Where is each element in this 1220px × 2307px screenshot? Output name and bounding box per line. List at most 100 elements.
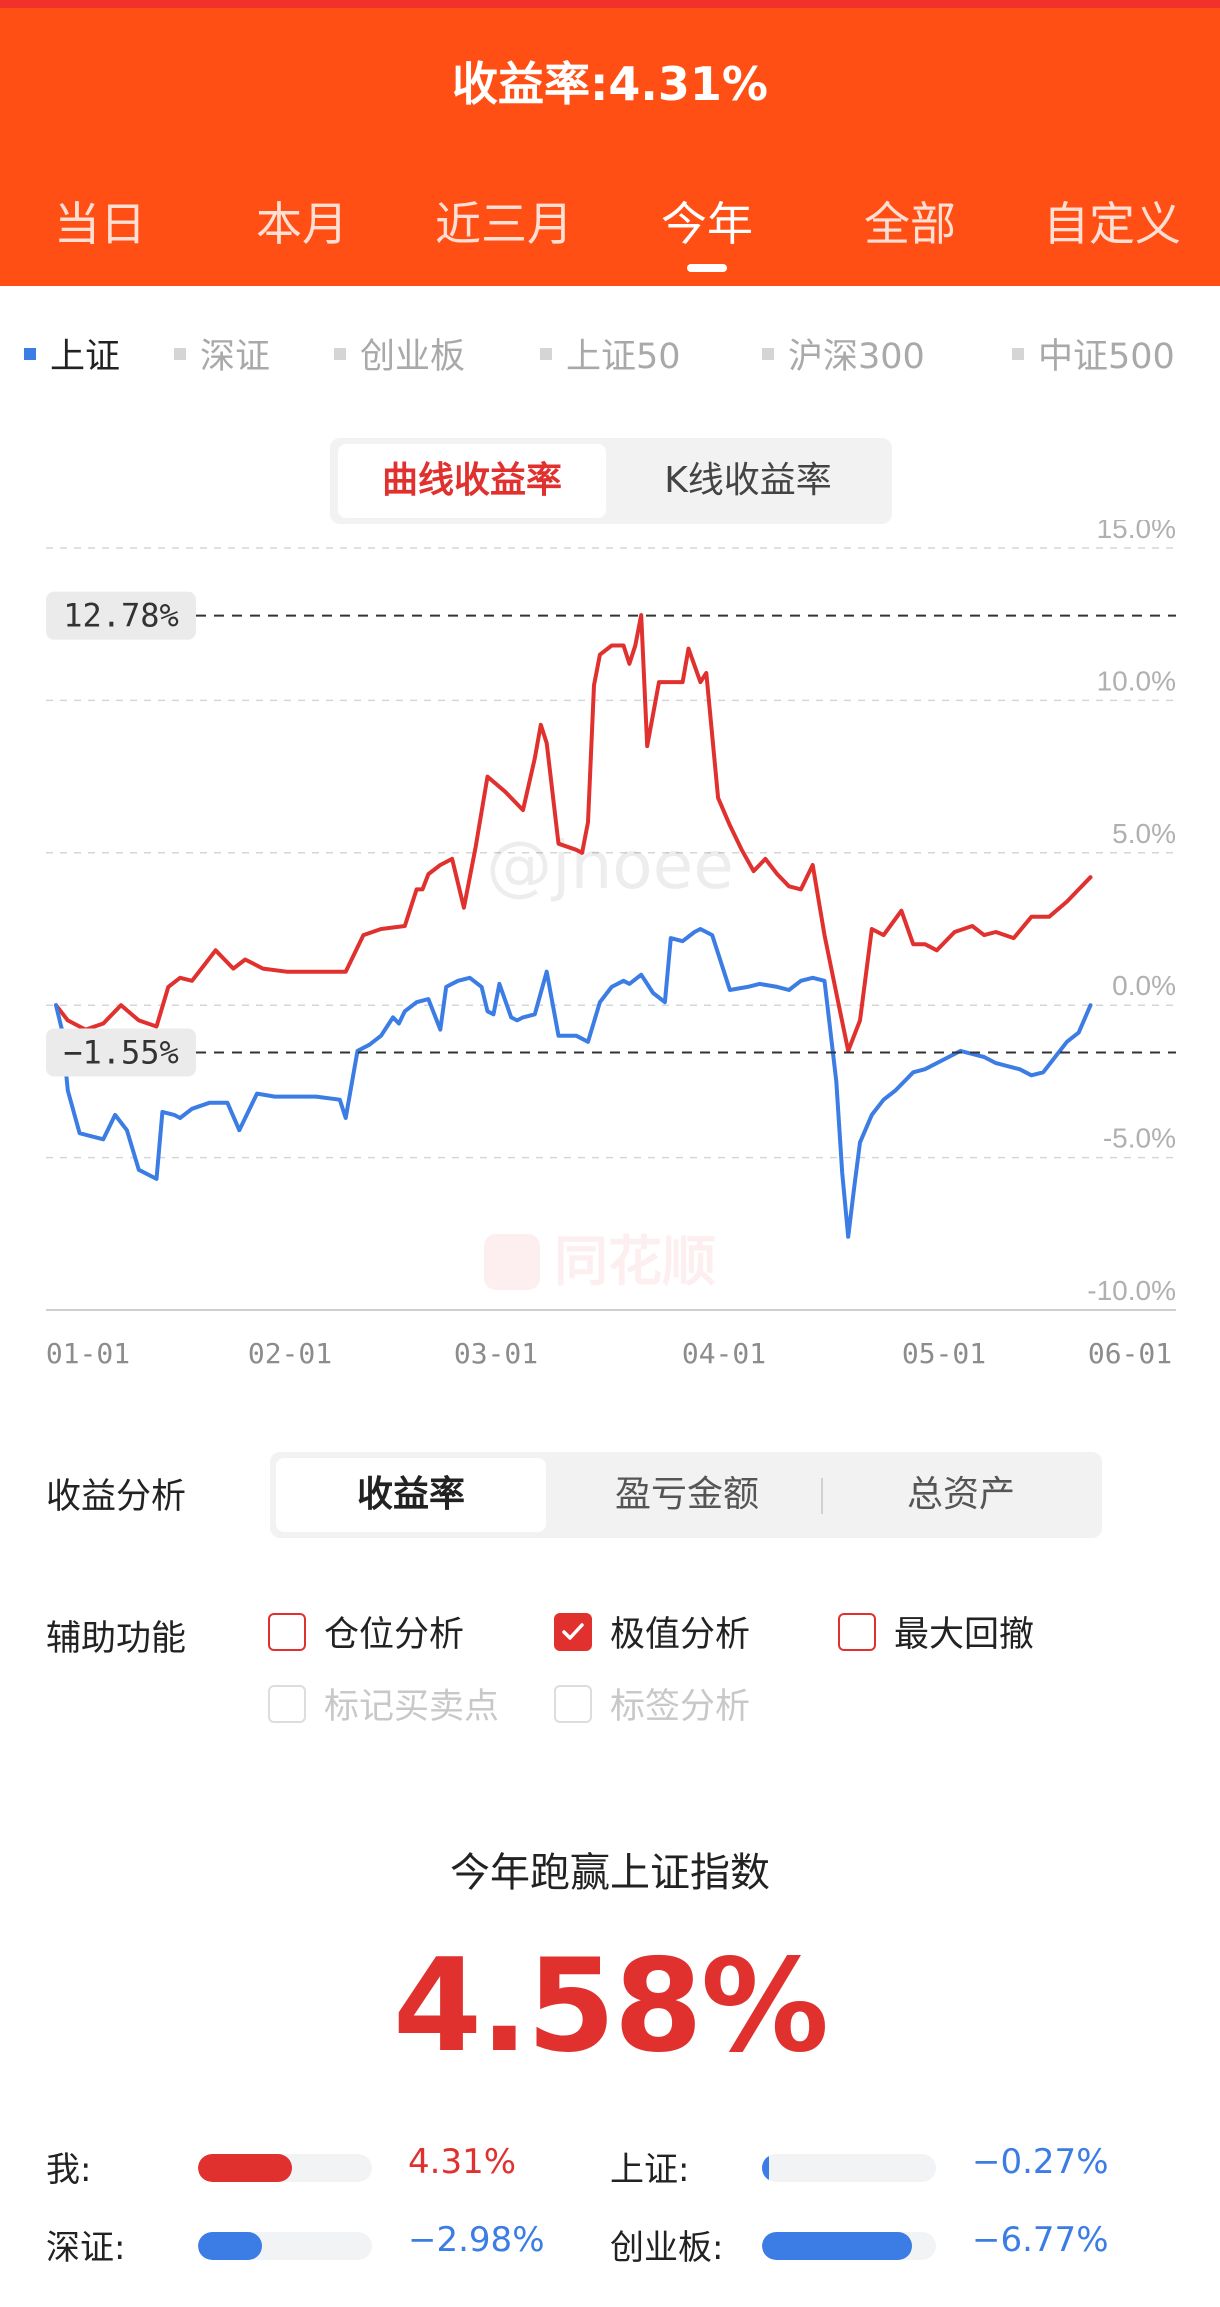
index-selector: 上证 深证 创业板 上证50 沪深300 中证500	[0, 328, 1220, 378]
tab-three-months[interactable]: 近三月	[435, 197, 573, 251]
extreme-analysis-checkbox[interactable]: 极值分析	[554, 1606, 750, 1657]
checkbox-box	[268, 1684, 306, 1723]
y-tick-label: 5.0%	[1112, 818, 1176, 849]
index-label: 深证	[200, 337, 271, 377]
legend-square-icon	[24, 347, 36, 360]
position-analysis-checkbox[interactable]: 仓位分析	[268, 1606, 464, 1657]
aux-label: 辅助功能	[46, 1619, 187, 1659]
x-tick-label: 05-01	[902, 1337, 986, 1370]
index-chinext[interactable]: 创业板	[334, 328, 465, 379]
extreme-label: 12.78%	[63, 597, 179, 635]
chart-grid	[46, 547, 1176, 1311]
index-sse50[interactable]: 上证50	[540, 328, 681, 379]
compare-value: −6.77%	[972, 2220, 1109, 2260]
return-chart[interactable]: @jnoee 同花顺 12.78% −1.55% 15.0% 10.0% 5.0% 0.0…	[0, 520, 1220, 1380]
index-label: 沪深300	[788, 337, 925, 377]
checkbox-label: 最大回撤	[894, 1615, 1035, 1655]
chart-watermark: @jnoee 同花顺	[484, 827, 734, 1293]
tab-this-year[interactable]: 今年	[617, 188, 797, 272]
checkbox-box	[554, 1684, 592, 1723]
analysis-tabs: 收益率 盈亏金额 总资产	[270, 1452, 1102, 1538]
legend-square-icon	[1012, 347, 1024, 360]
checkbox-box	[838, 1612, 876, 1651]
tab-return-rate[interactable]: 收益率	[276, 1458, 546, 1532]
index-csi500[interactable]: 中证500	[1012, 328, 1175, 379]
analysis-label: 收益分析	[46, 1477, 187, 1517]
compare-track	[198, 2154, 372, 2182]
checkbox-label: 仓位分析	[324, 1615, 465, 1655]
compare-value: −0.27%	[972, 2142, 1109, 2182]
compare-shenzhen: 深证: −2.98%	[46, 2220, 566, 2270]
compare-label: 上证:	[610, 2150, 690, 2190]
ths-logo-text: 同花顺	[554, 1230, 716, 1293]
watermark-text: @jnoee	[486, 827, 734, 904]
compare-track	[762, 2232, 936, 2260]
checkbox-label: 标记买卖点	[324, 1687, 500, 1727]
beat-index-value: 4.58%	[392, 1932, 829, 2081]
index-label: 上证	[50, 337, 121, 377]
tab-this-year-label: 今年	[661, 197, 753, 251]
compare-label: 深证:	[46, 2228, 126, 2268]
checkbox-box	[554, 1612, 592, 1651]
tab-today[interactable]: 当日	[54, 197, 146, 251]
legend-square-icon	[334, 347, 346, 360]
tab-profit-amount[interactable]: 盈亏金额	[614, 1474, 759, 1515]
tab-total-assets[interactable]: 总资产	[906, 1474, 1015, 1515]
compare-value: −2.98%	[408, 2220, 545, 2260]
tag-analysis-checkbox: 标签分析	[554, 1678, 750, 1729]
compare-label: 创业板:	[610, 2228, 724, 2268]
index-shenzhen[interactable]: 深证	[174, 328, 270, 379]
checkbox-label: 极值分析	[610, 1615, 751, 1655]
compare-chinext: 创业板: −6.77%	[610, 2220, 1170, 2270]
ths-logo-icon	[484, 1234, 540, 1290]
compare-fill	[762, 2154, 769, 2182]
kline-return-option[interactable]: K线收益率	[664, 460, 832, 501]
tab-this-month[interactable]: 本月	[256, 197, 348, 251]
y-tick-label: 15.0%	[1097, 520, 1176, 544]
compare-fill	[198, 2154, 292, 2182]
compare-fill	[198, 2232, 263, 2260]
compare-mine: 我: 4.31%	[46, 2142, 546, 2192]
index-csi300[interactable]: 沪深300	[762, 328, 925, 379]
y-tick-label: 0.0%	[1112, 970, 1176, 1001]
x-axis-ticks: 01-01 02-01 03-01 04-01 05-01 06-01	[46, 1337, 1172, 1370]
my-return-line	[54, 613, 1093, 1053]
y-tick-label: 10.0%	[1097, 665, 1176, 696]
checkbox-label: 标签分析	[610, 1687, 751, 1727]
active-tab-indicator	[687, 264, 727, 272]
time-range-tabs: 当日 本月 近三月 今年 全部 自定义	[0, 188, 1220, 278]
max-drawdown-checkbox[interactable]: 最大回撤	[838, 1606, 1034, 1657]
tab-all[interactable]: 全部	[864, 197, 956, 251]
y-tick-label: -10.0%	[1087, 1275, 1176, 1306]
index-label: 创业板	[360, 337, 466, 377]
y-axis-ticks: 15.0% 10.0% 5.0% 0.0% -5.0% -10.0%	[1087, 520, 1176, 1306]
beat-index-title: 今年跑赢上证指数	[450, 1850, 770, 1896]
checkmark-icon	[562, 1622, 584, 1640]
compare-track	[762, 2154, 936, 2182]
legend-square-icon	[762, 347, 774, 360]
min-value-badge	[46, 1028, 196, 1077]
chart-lines	[54, 613, 1093, 1239]
max-value-badge	[46, 591, 196, 640]
x-tick-label: 06-01	[1088, 1337, 1172, 1370]
legend-square-icon	[174, 347, 186, 360]
compare-track	[198, 2232, 372, 2260]
legend-square-icon	[540, 347, 552, 360]
curve-return-option[interactable]: 曲线收益率	[338, 444, 606, 518]
x-tick-label: 03-01	[454, 1337, 538, 1370]
index-label: 中证500	[1038, 337, 1175, 377]
compare-label: 我:	[46, 2150, 92, 2190]
chart-type-toggle: 曲线收益率 K线收益率	[330, 438, 892, 524]
index-return-line	[54, 927, 1093, 1239]
index-shanghai[interactable]: 上证	[24, 328, 120, 379]
x-tick-label: 02-01	[248, 1337, 332, 1370]
extreme-label: −1.55%	[63, 1033, 179, 1071]
tab-custom[interactable]: 自定义	[1043, 197, 1181, 251]
return-rate-title: 收益率:4.31%	[452, 57, 768, 111]
y-tick-label: -5.0%	[1103, 1123, 1176, 1154]
x-tick-label: 01-01	[46, 1337, 130, 1370]
compare-fill	[762, 2232, 912, 2260]
x-tick-label: 04-01	[682, 1337, 766, 1370]
compare-value: 4.31%	[408, 2142, 517, 2182]
chart-markers: 12.78% −1.55%	[46, 591, 1176, 1077]
